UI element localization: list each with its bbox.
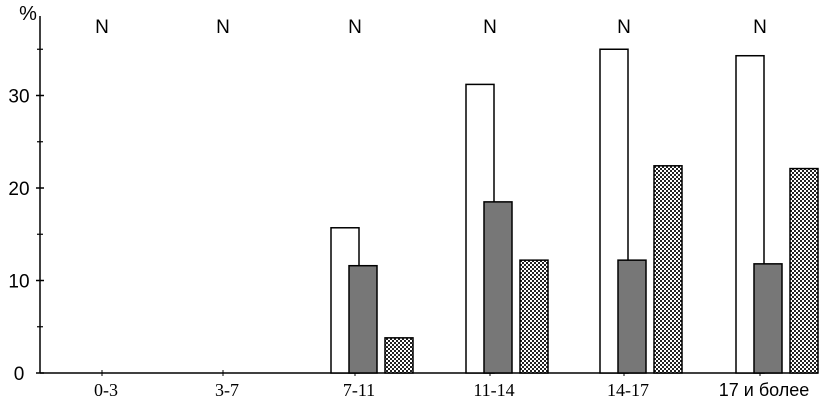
x-category-label: 3-7 [215,380,239,400]
group-annotation-n: N [95,17,109,38]
y-tick-label-30: 30 [8,87,29,108]
bar-series-gray-4 [617,259,647,374]
x-category-label: 11-14 [473,380,514,400]
group-annotation-n: N [753,17,767,38]
group-annotation-n: N [483,17,497,38]
y-tick-label-20: 20 [8,179,29,200]
y-tick-label-10: 10 [8,272,29,293]
group-annotation-n: N [216,17,230,38]
x-category-label: 7-11 [343,380,375,400]
bar-series-gray-5 [753,263,783,374]
group-annotation-n: N [348,17,362,38]
x-category-label: 17 и более [719,380,810,400]
bar-series-pattern-2 [384,337,414,374]
y-axis-label: % [19,3,37,25]
bar-series-gray-2 [348,264,378,374]
bar-series-gray-3 [483,201,513,374]
group-annotation-n: N [617,17,631,38]
bar-series-pattern-4 [653,165,683,374]
bar-series-pattern-5 [789,167,819,374]
x-category-label: 0-3 [94,380,118,400]
bar-series-pattern-3 [519,259,549,374]
x-category-label: 14-17 [607,380,649,400]
y-tick-label-0: 0 [14,364,25,385]
